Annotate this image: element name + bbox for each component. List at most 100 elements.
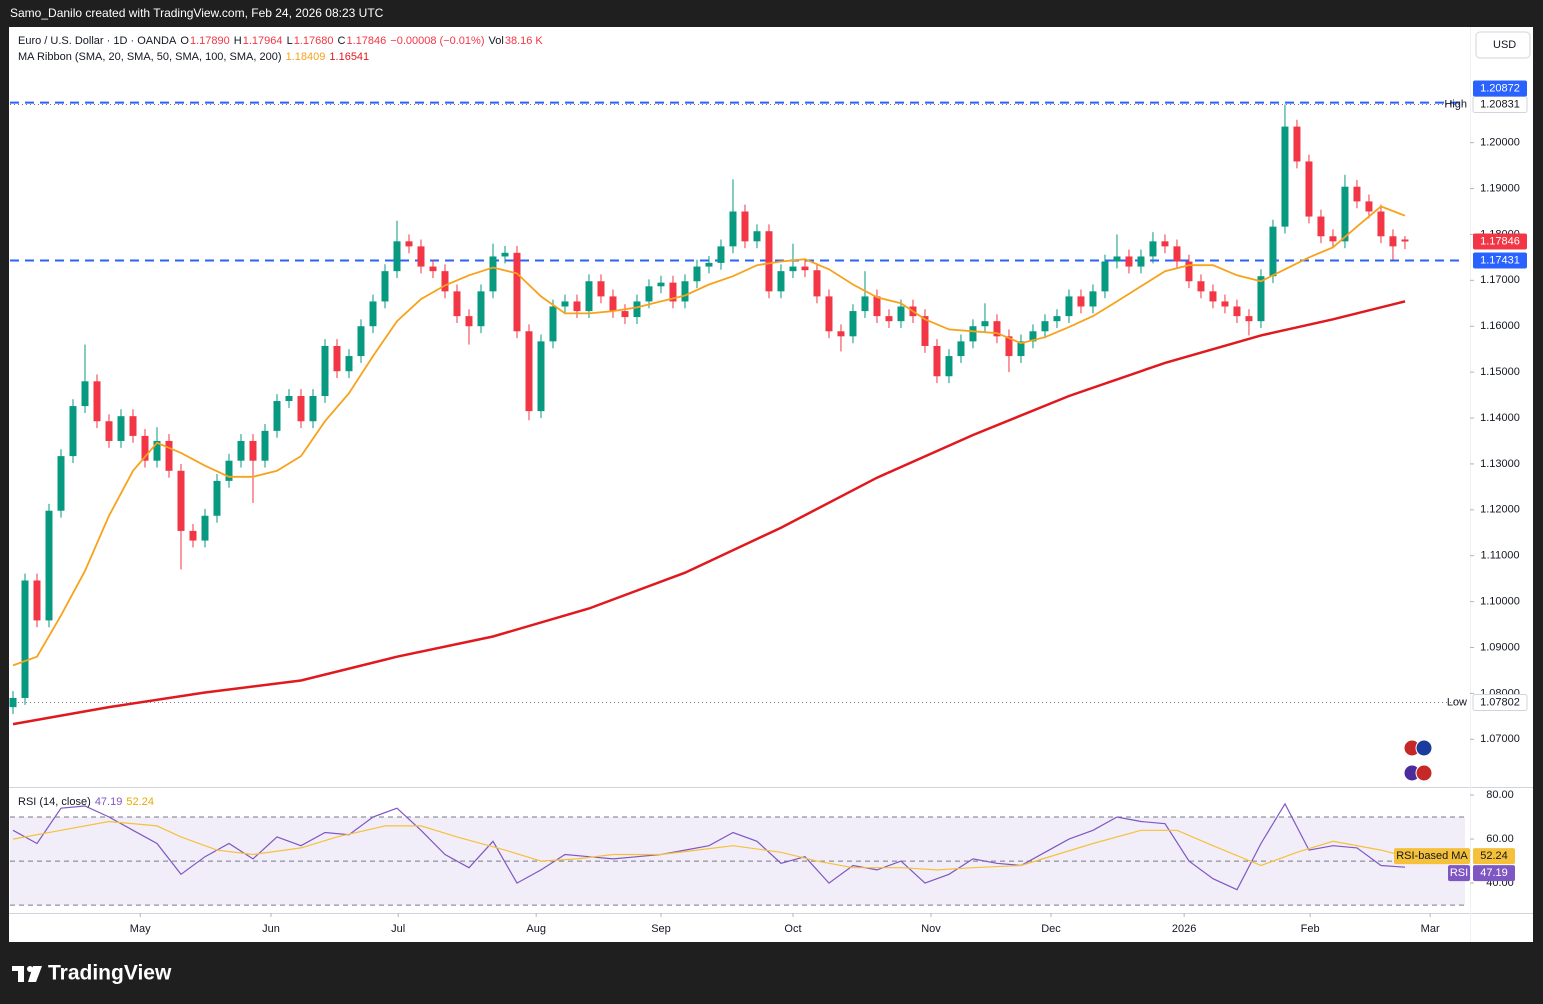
volume: 38.16 K <box>504 35 543 47</box>
candle-body <box>1245 316 1253 322</box>
candle-body <box>1065 296 1073 317</box>
candle-body <box>1317 216 1325 237</box>
symbol-legend: Euro / U.S. Dollar · 1D · OANDA O1.17890… <box>18 35 544 47</box>
ohlc-value: 1.17890 <box>189 35 230 47</box>
candle-body <box>657 282 665 287</box>
candle-body <box>717 246 725 263</box>
candle-body <box>681 281 689 302</box>
candle-body <box>897 306 905 322</box>
candle-body <box>765 231 773 292</box>
low-label: Low <box>1447 696 1467 708</box>
candle-body <box>1089 291 1097 307</box>
series-value-box <box>1473 865 1515 882</box>
symbol: Euro / U.S. Dollar · 1D · OANDA <box>18 35 177 47</box>
x-tick-label: May <box>130 923 151 935</box>
candle-body <box>357 326 365 357</box>
candle-body <box>1257 276 1265 322</box>
series-value: 47.19 <box>1480 867 1508 879</box>
candle-body <box>273 401 281 431</box>
candle-body <box>345 356 353 372</box>
y-tick-label: 80.00 <box>1486 789 1514 801</box>
candle-body <box>309 395 317 422</box>
candle-body <box>1365 201 1373 212</box>
candle-body <box>213 480 221 516</box>
rsi-band <box>10 817 1465 906</box>
candle-body <box>1221 301 1229 307</box>
series-line <box>12 205 1406 667</box>
candle-body <box>861 296 869 312</box>
high-value: 1.20831 <box>1480 98 1520 110</box>
level-value-box <box>1473 80 1527 97</box>
y-tick-label: 1.07000 <box>1480 733 1520 745</box>
x-tick-label: Sep <box>651 923 671 935</box>
candle-body <box>429 266 437 272</box>
y-tick-label: 1.17000 <box>1480 274 1520 286</box>
candle-body <box>9 697 17 708</box>
candle-body <box>885 316 893 322</box>
series-name: RSI <box>1450 867 1468 879</box>
candle-body <box>813 270 821 297</box>
candle-body <box>441 271 449 292</box>
x-tick-label: Nov <box>921 923 941 935</box>
level-value: 1.20872 <box>1480 82 1520 94</box>
candle-body <box>1161 241 1169 247</box>
candle-body <box>21 580 29 698</box>
x-tick-label: Oct <box>784 923 801 935</box>
level-value: 1.17431 <box>1480 254 1520 266</box>
candle-body <box>477 291 485 327</box>
series-line <box>12 820 1406 871</box>
candle-body <box>1041 321 1049 332</box>
candle-body <box>201 515 209 541</box>
candle-body <box>693 266 701 282</box>
flag-icons <box>1403 739 1433 782</box>
candle-body <box>1209 291 1217 302</box>
candle-body <box>249 440 257 461</box>
candle-body <box>585 281 593 312</box>
candle-body <box>333 345 341 372</box>
candle-body <box>117 416 125 441</box>
candle-body <box>669 282 677 302</box>
rsi-title: RSI (14, close) <box>18 796 91 808</box>
candle-body <box>57 456 65 511</box>
ma-value: 1.16541 <box>329 51 370 63</box>
candle-body <box>45 510 53 621</box>
y-tick-label: 1.11000 <box>1481 550 1520 562</box>
ohlc-value: 1.17846 <box>346 35 387 47</box>
ohlc-key: H <box>233 35 242 47</box>
candle-body <box>1137 256 1145 267</box>
x-tick-label: Mar <box>1421 923 1440 935</box>
chart-panel <box>9 27 1533 942</box>
candle-body <box>945 356 953 377</box>
candle-body <box>1005 336 1013 357</box>
candle-body <box>621 311 629 318</box>
ma-value: 1.18409 <box>285 51 326 63</box>
volume-key: Vol <box>488 35 504 47</box>
y-tick-label: 1.16000 <box>1480 320 1520 332</box>
candle-body <box>573 301 581 312</box>
candle-body <box>1341 186 1349 242</box>
currency-button[interactable] <box>1475 31 1531 59</box>
candle-body <box>1053 316 1061 322</box>
candle-body <box>1197 281 1205 292</box>
candle-body <box>801 266 809 271</box>
header: Samo_Danilo created with TradingView.com… <box>10 6 384 20</box>
series-name-box <box>1448 865 1470 882</box>
candle-body <box>1077 296 1085 307</box>
series-line <box>12 300 1406 726</box>
candle-body <box>1401 239 1409 242</box>
candle-body <box>321 345 329 396</box>
candle-body <box>1101 261 1109 292</box>
high-label: High <box>1444 98 1467 110</box>
candle-body <box>1329 236 1337 242</box>
ohlc-key: O <box>180 35 189 47</box>
candle-body <box>513 252 521 332</box>
candle-body <box>1017 341 1025 357</box>
x-tick-label: Dec <box>1041 923 1061 935</box>
ohlc-key: L <box>286 35 293 47</box>
candle-body <box>93 381 101 422</box>
candle-body <box>645 286 653 302</box>
candle-body <box>261 430 269 461</box>
candle-body <box>1029 331 1037 342</box>
candle-body <box>1305 161 1313 217</box>
